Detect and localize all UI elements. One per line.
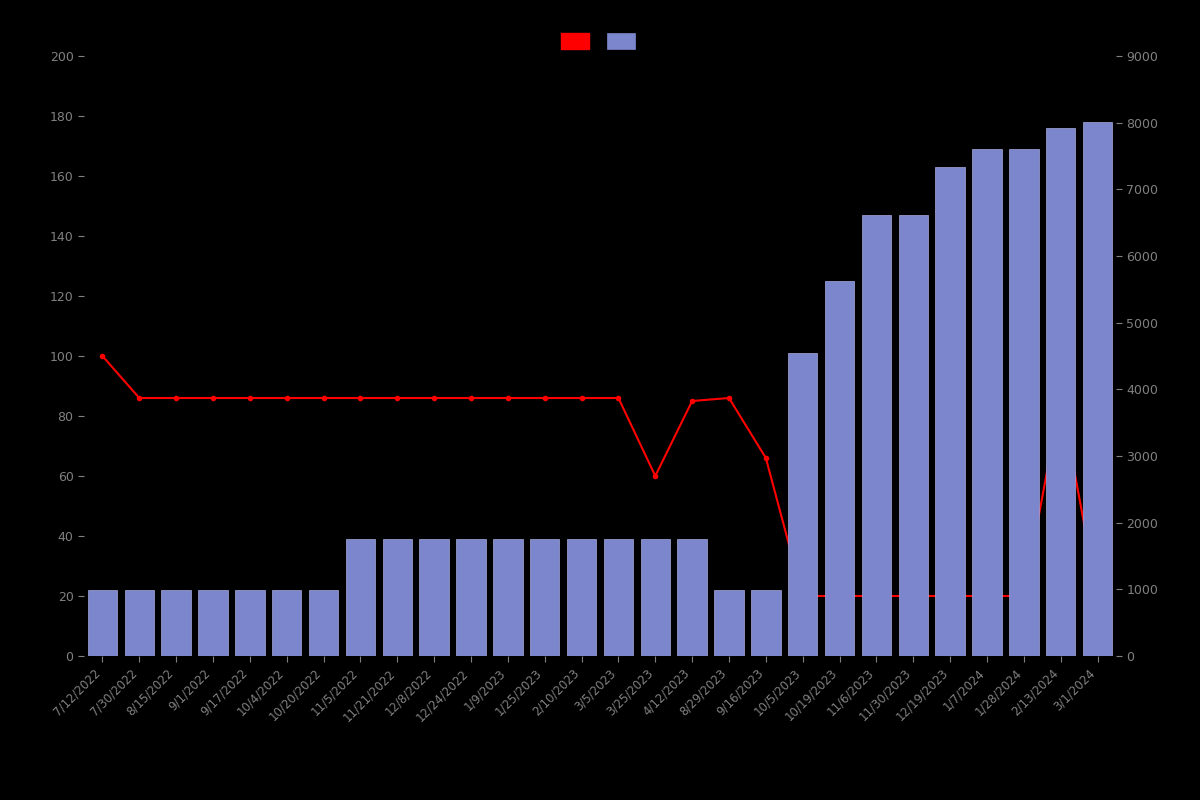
Bar bbox=[125, 590, 154, 656]
Bar bbox=[751, 590, 781, 656]
Bar bbox=[383, 539, 412, 656]
Bar bbox=[604, 539, 634, 656]
Bar bbox=[198, 590, 228, 656]
Bar bbox=[824, 281, 854, 656]
Bar bbox=[1082, 122, 1112, 656]
Bar bbox=[899, 215, 928, 656]
Bar bbox=[972, 149, 1002, 656]
Bar bbox=[235, 590, 265, 656]
Bar bbox=[88, 590, 118, 656]
Bar bbox=[272, 590, 301, 656]
Bar bbox=[862, 215, 892, 656]
Bar bbox=[788, 353, 817, 656]
Bar bbox=[162, 590, 191, 656]
Bar bbox=[308, 590, 338, 656]
Bar bbox=[1046, 128, 1075, 656]
Bar bbox=[420, 539, 449, 656]
Bar bbox=[493, 539, 523, 656]
Bar bbox=[678, 539, 707, 656]
Bar bbox=[641, 539, 670, 656]
Bar bbox=[456, 539, 486, 656]
Bar bbox=[566, 539, 596, 656]
Bar bbox=[714, 590, 744, 656]
Legend: , : , bbox=[562, 33, 638, 49]
Bar bbox=[530, 539, 559, 656]
Bar bbox=[936, 167, 965, 656]
Bar bbox=[346, 539, 376, 656]
Bar bbox=[1009, 149, 1039, 656]
